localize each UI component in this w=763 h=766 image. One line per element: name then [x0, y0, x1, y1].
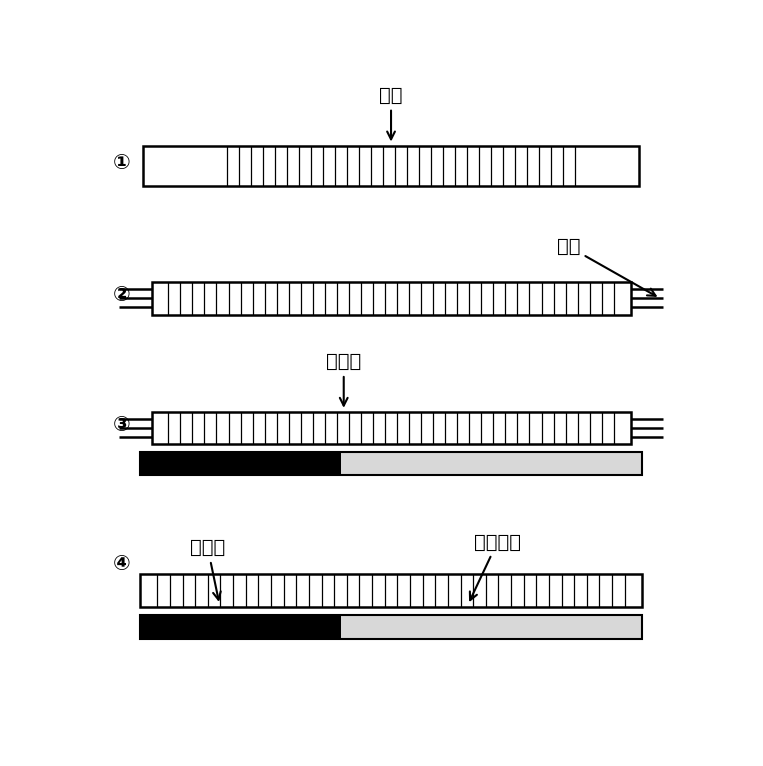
Text: ④: ④: [113, 554, 130, 574]
Text: 粘合剂: 粘合剂: [326, 352, 362, 406]
Bar: [152, 282, 630, 315]
Bar: [140, 615, 341, 639]
Bar: [140, 452, 341, 475]
Text: 栊区: 栊区: [379, 86, 403, 139]
Text: ①: ①: [113, 152, 130, 172]
Bar: [140, 574, 642, 607]
Text: 应力: 应力: [557, 237, 655, 296]
Text: ②: ②: [113, 286, 130, 306]
Text: 未粘贴段: 未粘贴段: [470, 532, 521, 600]
Bar: [140, 615, 642, 639]
Bar: [152, 412, 630, 444]
Text: 粘贴段: 粘贴段: [190, 538, 225, 600]
Bar: [143, 146, 639, 185]
Text: ③: ③: [113, 415, 130, 435]
Bar: [140, 452, 642, 475]
